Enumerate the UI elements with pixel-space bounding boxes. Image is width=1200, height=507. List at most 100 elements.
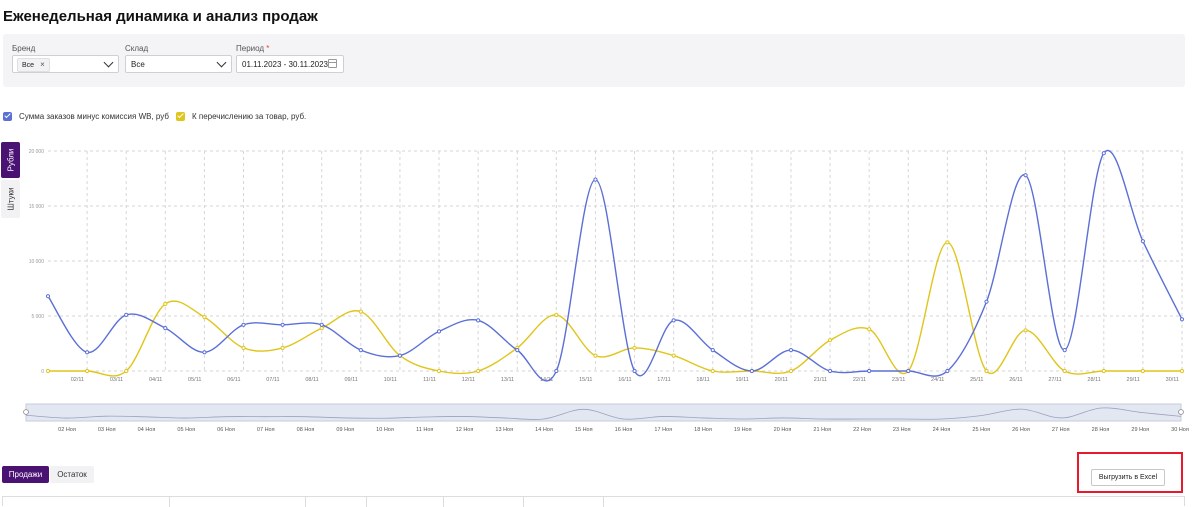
navigator-label: 28 Ноя bbox=[1092, 427, 1110, 433]
navigator-label: 19 Ноя bbox=[734, 427, 752, 433]
navigator-label: 27 Ноя bbox=[1052, 427, 1070, 433]
data-point bbox=[867, 327, 872, 332]
data-point bbox=[1179, 317, 1185, 322]
x-tick-label: 13/11 bbox=[501, 377, 514, 383]
period-input[interactable]: 01.11.2023 - 30.11.2023 bbox=[236, 55, 344, 73]
data-point bbox=[1062, 368, 1067, 374]
data-point bbox=[85, 368, 90, 374]
required-mark: * bbox=[266, 44, 270, 53]
data-point bbox=[241, 322, 246, 327]
data-point bbox=[358, 309, 363, 314]
data-point bbox=[45, 368, 51, 374]
navigator-label: 15 Ноя bbox=[575, 427, 593, 433]
data-point bbox=[280, 345, 285, 350]
data-point bbox=[788, 348, 794, 353]
filter-panel: Бренд Все × Склад Все Период * 01.11.2023… bbox=[3, 34, 1185, 87]
navigator-label: 16 Ноя bbox=[615, 427, 633, 433]
x-tick-label: 10/11 bbox=[384, 377, 397, 383]
data-point bbox=[710, 348, 715, 353]
x-tick-label: 05/11 bbox=[188, 377, 201, 383]
legend-item-payout[interactable]: К перечислению за товар, руб. bbox=[176, 112, 306, 121]
warehouse-value: Все bbox=[131, 60, 145, 69]
period-label: Период * bbox=[236, 44, 269, 53]
data-point bbox=[867, 368, 872, 374]
legend-item-orders[interactable]: Сумма заказов минус комиссия WB, руб bbox=[3, 112, 169, 121]
table-column-divider bbox=[169, 497, 170, 507]
data-point bbox=[202, 350, 207, 355]
x-tick-label: 07/11 bbox=[266, 377, 279, 383]
navigator-label: 06 Ноя bbox=[217, 427, 235, 433]
remove-tag-icon[interactable]: × bbox=[40, 60, 45, 69]
x-tick-label: 27/11 bbox=[1048, 377, 1061, 383]
x-tick-label: 03/11 bbox=[110, 377, 123, 383]
navigator-label: 11 Ноя bbox=[416, 427, 433, 433]
x-tick-label: 25/11 bbox=[970, 377, 983, 383]
data-point bbox=[280, 322, 285, 327]
x-tick-label: 23/11 bbox=[892, 377, 905, 383]
navigator-label: 26 Ноя bbox=[1012, 427, 1030, 433]
calendar-icon[interactable] bbox=[328, 59, 337, 68]
period-value: 01.11.2023 - 30.11.2023 bbox=[242, 60, 328, 69]
x-tick-label: 06/11 bbox=[227, 377, 240, 383]
x-tick-label: 04/11 bbox=[149, 377, 162, 383]
x-tick-label: 18/11 bbox=[696, 377, 709, 383]
brand-tag-text: Все bbox=[22, 62, 35, 69]
data-point bbox=[45, 294, 51, 299]
warehouse-select[interactable]: Все bbox=[125, 55, 232, 73]
brand-select[interactable]: Все × bbox=[12, 55, 119, 73]
export-excel-button[interactable]: Выгрузить в Excel bbox=[1091, 469, 1165, 486]
table-column-divider bbox=[523, 497, 524, 507]
navigator-label: 29 Ноя bbox=[1131, 427, 1149, 433]
data-point bbox=[984, 368, 989, 374]
navigator-label: 18 Ноя bbox=[694, 427, 712, 433]
legend-label-payout: К перечислению за товар, руб. bbox=[192, 112, 307, 121]
navigator-label: 03 Ноя bbox=[98, 427, 116, 433]
export-highlight bbox=[1077, 452, 1183, 493]
navigator-handle-left bbox=[23, 409, 29, 415]
navigator-series-line bbox=[25, 407, 1182, 420]
data-point bbox=[1062, 348, 1067, 353]
navigator-label: 24 Ноя bbox=[933, 427, 951, 433]
data-point bbox=[593, 177, 598, 182]
data-point bbox=[85, 350, 90, 355]
data-point bbox=[515, 348, 520, 353]
navigator-label: 25 Ноя bbox=[972, 427, 990, 433]
data-point bbox=[1023, 173, 1028, 178]
brand-tag[interactable]: Все × bbox=[17, 58, 50, 72]
data-point bbox=[202, 315, 207, 320]
data-point bbox=[554, 312, 559, 317]
checkbox-icon[interactable] bbox=[176, 112, 185, 121]
tab-rubles[interactable]: Рубли bbox=[1, 142, 20, 178]
tab-pieces[interactable]: Штуки bbox=[1, 180, 20, 218]
data-point bbox=[476, 368, 481, 374]
x-tick-label: 30/11 bbox=[1166, 377, 1179, 383]
data-point bbox=[124, 312, 129, 317]
x-tick-label: 12/11 bbox=[462, 377, 475, 383]
x-tick-label: 17/11 bbox=[657, 377, 670, 383]
tab-sales[interactable]: Продажи bbox=[2, 466, 49, 483]
data-point bbox=[749, 368, 754, 374]
data-point bbox=[1140, 368, 1145, 374]
data-point bbox=[984, 299, 989, 304]
navigator-label: 05 Ноя bbox=[177, 427, 195, 433]
checkbox-icon[interactable] bbox=[3, 112, 12, 121]
navigator-label: 07 Ноя bbox=[257, 427, 275, 433]
data-point bbox=[827, 368, 833, 374]
navigator-label: 02 Ноя bbox=[58, 427, 76, 433]
data-point bbox=[710, 368, 715, 374]
x-tick-label: 28/11 bbox=[1087, 377, 1100, 383]
tab-stock[interactable]: Остаток bbox=[50, 466, 94, 483]
navigator-label: 14 Ноя bbox=[535, 427, 553, 433]
x-tick-label: 20/11 bbox=[775, 377, 788, 383]
period-label-text: Период bbox=[236, 44, 265, 53]
data-point bbox=[163, 301, 168, 306]
data-point bbox=[554, 368, 559, 374]
data-point bbox=[945, 368, 950, 374]
table-column-divider bbox=[603, 497, 604, 507]
navigator-label: 04 Ноя bbox=[138, 427, 156, 433]
x-tick-label: 11/11 bbox=[423, 377, 436, 383]
data-point bbox=[593, 353, 598, 358]
data-point bbox=[1101, 151, 1106, 156]
data-point bbox=[476, 318, 481, 323]
